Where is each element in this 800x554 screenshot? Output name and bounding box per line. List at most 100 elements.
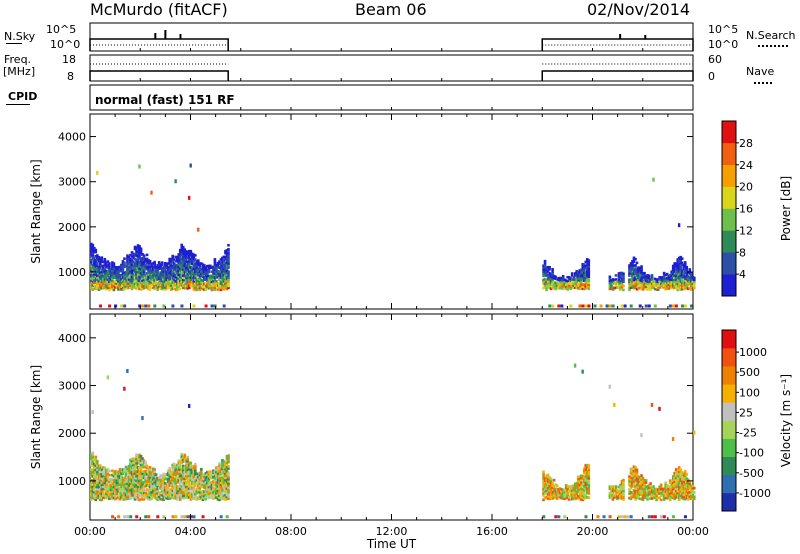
data-cell bbox=[608, 485, 612, 489]
data-cell bbox=[127, 473, 131, 477]
data-cell bbox=[554, 489, 557, 493]
data-cell bbox=[198, 484, 202, 488]
data-cell bbox=[192, 275, 196, 279]
data-cell bbox=[670, 286, 673, 290]
data-cell bbox=[181, 484, 185, 487]
data-cell bbox=[138, 285, 141, 289]
data-cell bbox=[135, 470, 138, 474]
data-cell bbox=[584, 468, 588, 472]
data-cell bbox=[177, 261, 181, 264]
data-cell bbox=[138, 492, 141, 495]
data-cell bbox=[129, 284, 132, 287]
data-cell bbox=[180, 282, 184, 285]
data-cell bbox=[180, 493, 184, 497]
data-cell bbox=[183, 286, 187, 290]
data-cell bbox=[91, 288, 95, 291]
data-cell bbox=[151, 280, 155, 283]
data-cell bbox=[566, 282, 569, 285]
data-cell bbox=[619, 496, 622, 500]
data-cell bbox=[96, 496, 99, 499]
data-cell bbox=[617, 272, 621, 275]
data-cell bbox=[664, 279, 667, 283]
data-cell bbox=[576, 270, 580, 274]
data-cell bbox=[680, 483, 684, 487]
data-cell bbox=[166, 278, 170, 282]
data-cell bbox=[195, 496, 199, 499]
data-cell bbox=[561, 492, 565, 496]
data-cell bbox=[676, 485, 680, 489]
data-cell bbox=[545, 482, 548, 486]
data-cell bbox=[114, 484, 117, 488]
data-cell bbox=[147, 267, 150, 270]
data-cell bbox=[207, 278, 211, 282]
data-cell bbox=[213, 286, 217, 290]
data-cell bbox=[658, 489, 661, 493]
data-cell bbox=[186, 283, 190, 286]
data-cell bbox=[206, 490, 209, 493]
data-cell bbox=[180, 457, 184, 460]
data-cell bbox=[614, 286, 618, 289]
data-cell bbox=[546, 473, 550, 477]
data-cell bbox=[689, 484, 693, 488]
data-cell bbox=[130, 273, 134, 276]
data-cell bbox=[219, 466, 223, 469]
data-cell bbox=[147, 271, 150, 274]
data-cell bbox=[121, 276, 125, 279]
data-cell bbox=[587, 265, 591, 268]
y-tick-label: 3000 bbox=[58, 176, 86, 189]
data-cell bbox=[567, 498, 571, 501]
data-cell bbox=[127, 265, 131, 269]
data-cell bbox=[578, 271, 582, 274]
data-cell bbox=[145, 483, 149, 487]
data-cell bbox=[628, 266, 631, 269]
data-cell bbox=[573, 282, 577, 285]
data-cell bbox=[118, 493, 122, 497]
data-cell bbox=[139, 491, 143, 495]
data-cell bbox=[160, 273, 164, 277]
data-cell bbox=[136, 493, 140, 497]
data-cell bbox=[549, 486, 553, 489]
data-cell bbox=[668, 284, 672, 287]
data-cell bbox=[105, 287, 108, 291]
data-cell bbox=[629, 284, 633, 288]
data-cell bbox=[221, 467, 224, 471]
data-cell bbox=[656, 496, 660, 500]
data-cell bbox=[94, 457, 98, 461]
data-cell bbox=[640, 476, 643, 480]
data-cell bbox=[192, 271, 196, 275]
data-cell bbox=[145, 488, 149, 491]
data-cell bbox=[124, 469, 128, 473]
data-cell bbox=[548, 278, 551, 281]
data-cell bbox=[691, 284, 695, 287]
data-cell bbox=[91, 270, 95, 273]
data-cell bbox=[191, 281, 194, 284]
data-cell bbox=[180, 474, 184, 477]
data-cell bbox=[554, 275, 557, 279]
data-cell bbox=[187, 478, 191, 482]
data-cell bbox=[610, 281, 613, 284]
data-cell bbox=[186, 455, 190, 459]
data-cell bbox=[115, 496, 119, 500]
data-cell bbox=[668, 485, 672, 489]
data-cell bbox=[91, 464, 95, 467]
data-cell bbox=[646, 274, 649, 277]
data-cell bbox=[160, 478, 164, 482]
data-cell bbox=[674, 481, 678, 484]
data-cell bbox=[207, 282, 211, 286]
data-cell bbox=[671, 479, 675, 483]
data-cell bbox=[638, 272, 642, 276]
data-cell bbox=[683, 269, 687, 272]
data-cell bbox=[650, 280, 654, 283]
data-cell bbox=[676, 266, 680, 269]
scatter-cell bbox=[197, 227, 200, 232]
data-cell bbox=[546, 280, 550, 283]
data-cell bbox=[587, 477, 591, 480]
data-cell bbox=[542, 477, 545, 480]
ground-cell bbox=[620, 515, 624, 519]
data-cell bbox=[175, 278, 179, 281]
data-cell bbox=[172, 278, 176, 282]
data-cell bbox=[114, 493, 117, 497]
data-cell bbox=[129, 257, 132, 261]
data-cell bbox=[93, 246, 96, 250]
data-cell bbox=[130, 265, 134, 268]
